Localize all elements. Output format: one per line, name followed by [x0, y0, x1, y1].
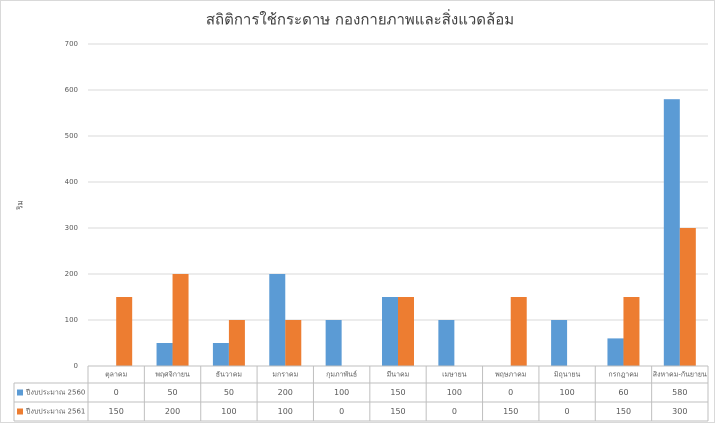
- table-cell: 100: [447, 388, 462, 397]
- bar: [607, 338, 624, 366]
- bar: [228, 320, 245, 366]
- table-cell: 150: [503, 407, 518, 416]
- table-cell: 60: [618, 388, 628, 397]
- bar: [325, 320, 342, 366]
- legend-label: ปีงบประมาณ 2560: [26, 389, 86, 397]
- bar: [510, 297, 527, 366]
- x-tick-label: กรกฎาคม: [608, 371, 638, 379]
- bar: [623, 297, 640, 366]
- bar: [285, 320, 302, 366]
- table-cell: 100: [334, 388, 349, 397]
- table-cell: 0: [452, 407, 457, 416]
- bar: [398, 297, 414, 366]
- bar: [551, 320, 568, 366]
- y-tick-label: 100: [65, 316, 78, 324]
- bar: [663, 99, 680, 366]
- table-cell: 150: [390, 407, 405, 416]
- table-cell: 150: [109, 407, 124, 416]
- x-tick-label: ธันวาคม: [216, 371, 242, 379]
- bar: [679, 228, 696, 366]
- table-cell: 100: [278, 407, 293, 416]
- bar: [172, 274, 189, 366]
- legend-swatch: [17, 389, 23, 396]
- y-tick-label: 600: [65, 86, 78, 94]
- x-tick-label: พฤษภาคม: [495, 371, 526, 379]
- table-cell: 50: [224, 388, 234, 397]
- x-tick-label: มีนาคม: [387, 371, 410, 379]
- bar: [269, 274, 286, 366]
- x-tick-label: พฤศจิกายน: [155, 371, 190, 379]
- table-cell: 0: [565, 407, 570, 416]
- bar: [116, 297, 133, 366]
- x-tick-label: สิงหาคม-กันยายน: [653, 371, 707, 379]
- bar: [438, 320, 455, 366]
- table-cell: 150: [390, 388, 405, 397]
- table-cell: 580: [672, 388, 687, 397]
- legend-label: ปีงบประมาณ 2561: [26, 408, 86, 416]
- y-tick-label: 500: [65, 132, 78, 140]
- table-cell: 0: [114, 388, 119, 397]
- table-cell: 0: [339, 407, 344, 416]
- table-cell: 50: [167, 388, 177, 397]
- x-tick-label: ตุลาคม: [105, 371, 127, 379]
- bar: [382, 297, 398, 366]
- table-cell: 200: [165, 407, 180, 416]
- table-cell: 0: [508, 388, 513, 397]
- table-cell: 100: [221, 407, 236, 416]
- table-cell: 100: [559, 388, 574, 397]
- table-cell: 150: [616, 407, 631, 416]
- y-tick-label: 700: [65, 40, 78, 48]
- legend-swatch: [17, 408, 23, 415]
- x-tick-label: กุมภาพันธ์: [326, 371, 357, 379]
- x-tick-label: เมษายน: [442, 371, 467, 379]
- y-tick-label: 0: [74, 362, 78, 370]
- table-cell: 200: [278, 388, 293, 397]
- bar: [212, 343, 229, 366]
- chart-title: สถิติการใช้กระดาษ กองกายภาพและสิ่งแวดล้อ…: [206, 9, 514, 29]
- x-tick-label: มิถุนายน: [554, 371, 581, 379]
- y-axis-label: ริม: [16, 200, 25, 210]
- bar: [156, 343, 173, 366]
- y-tick-label: 200: [65, 270, 78, 278]
- x-tick-label: มกราคม: [272, 371, 298, 379]
- table-cell: 300: [672, 407, 687, 416]
- y-tick-label: 400: [65, 178, 78, 186]
- y-tick-label: 300: [65, 224, 78, 232]
